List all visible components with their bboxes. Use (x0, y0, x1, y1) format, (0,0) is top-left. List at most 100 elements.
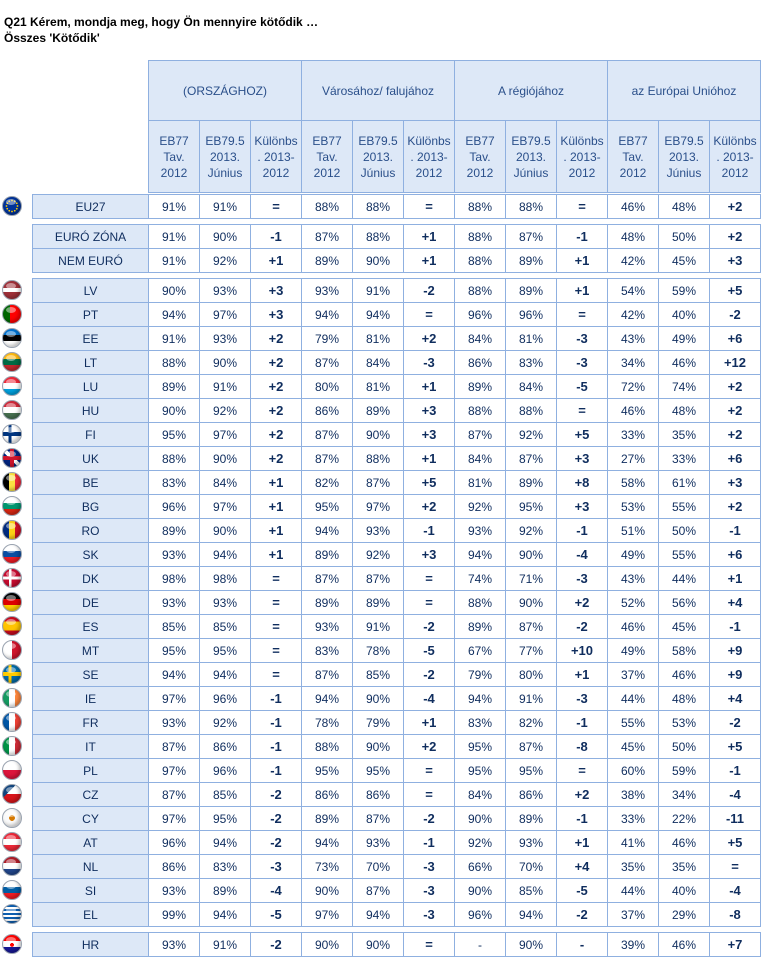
diff-cell: -1 (250, 710, 302, 735)
diff-cell: -2 (403, 806, 455, 831)
value-cell: 90% (454, 878, 506, 903)
value-cell: 88% (454, 398, 506, 423)
value-cell: 86% (148, 854, 200, 879)
value-cell: 87% (148, 782, 200, 807)
value-cell: 87% (505, 446, 557, 471)
value-cell: 93% (148, 710, 200, 735)
diff-cell: -1 (556, 710, 608, 735)
value-cell: 45% (607, 734, 659, 759)
diff-cell: -4 (709, 878, 761, 903)
flag-lt-icon (2, 352, 22, 372)
value-cell: 88% (352, 194, 404, 219)
diff-cell: +2 (250, 350, 302, 375)
value-cell: 59% (658, 278, 710, 303)
diff-cell: -1 (403, 518, 455, 543)
diff-cell: = (403, 566, 455, 591)
diff-cell: -4 (556, 542, 608, 567)
value-cell: 95% (505, 758, 557, 783)
diff-cell: = (403, 758, 455, 783)
diff-cell: +2 (709, 224, 761, 249)
diff-cell: -2 (403, 278, 455, 303)
value-cell: 44% (658, 566, 710, 591)
row-label: IE (32, 686, 149, 711)
diff-cell: +4 (709, 590, 761, 615)
diff-cell: -3 (556, 686, 608, 711)
title-line-1: Q21 Kérem, mondja meg, hogy Ön mennyire … (4, 15, 319, 29)
diff-cell: -5 (403, 638, 455, 663)
value-cell: 87% (454, 422, 506, 447)
value-cell: 81% (454, 470, 506, 495)
value-cell: 88% (454, 194, 506, 219)
diff-cell: = (250, 590, 302, 615)
value-cell: 87% (352, 566, 404, 591)
value-cell: 96% (454, 902, 506, 927)
subcolumn-header: EB79.5 2013. Június (505, 120, 557, 193)
value-cell: 89% (454, 374, 506, 399)
row-label: LU (32, 374, 149, 399)
value-cell: 55% (607, 710, 659, 735)
value-cell: 71% (505, 566, 557, 591)
row-label: EL (32, 902, 149, 927)
flag-dk-icon (2, 568, 22, 588)
value-cell: 77% (505, 638, 557, 663)
value-cell: 97% (352, 494, 404, 519)
value-cell: 46% (658, 830, 710, 855)
diff-cell: -1 (556, 518, 608, 543)
diff-cell: -2 (250, 782, 302, 807)
subcolumn-header: EB79.5 2013. Június (199, 120, 251, 193)
value-cell: 95% (199, 806, 251, 831)
value-cell: 95% (454, 758, 506, 783)
value-cell: 92% (199, 248, 251, 273)
flag-lu-icon (2, 376, 22, 396)
value-cell: 33% (658, 446, 710, 471)
value-cell: 94% (148, 302, 200, 327)
value-cell: 93% (199, 278, 251, 303)
value-cell: 90% (199, 446, 251, 471)
row-label: NEM EURÓ (32, 248, 149, 273)
value-cell: 90% (199, 350, 251, 375)
value-cell: 50% (658, 518, 710, 543)
diff-cell: +2 (556, 782, 608, 807)
value-cell: 50% (658, 224, 710, 249)
diff-cell: = (250, 566, 302, 591)
value-cell: 92% (454, 494, 506, 519)
diff-cell: +3 (250, 302, 302, 327)
diff-cell: +9 (709, 638, 761, 663)
value-cell: 48% (658, 194, 710, 219)
flag-hr-icon (2, 934, 22, 954)
diff-cell: +1 (250, 542, 302, 567)
diff-cell: = (403, 782, 455, 807)
diff-cell: -1 (403, 830, 455, 855)
value-cell: 87% (301, 350, 353, 375)
value-cell: 94% (199, 662, 251, 687)
value-cell: 83% (301, 638, 353, 663)
diff-cell: -3 (403, 878, 455, 903)
diff-cell: = (556, 398, 608, 423)
value-cell: 38% (607, 782, 659, 807)
row-label: BE (32, 470, 149, 495)
value-cell: 84% (454, 782, 506, 807)
diff-cell: -5 (556, 374, 608, 399)
value-cell: 94% (199, 542, 251, 567)
row-label: EE (32, 326, 149, 351)
value-cell: 97% (199, 422, 251, 447)
row-label: SI (32, 878, 149, 903)
value-cell: 83% (454, 710, 506, 735)
value-cell: 67% (454, 638, 506, 663)
value-cell: 89% (301, 590, 353, 615)
diff-cell: +1 (403, 374, 455, 399)
value-cell: 82% (301, 470, 353, 495)
value-cell: 86% (301, 398, 353, 423)
value-cell: 79% (352, 710, 404, 735)
flag-ro-icon (2, 520, 22, 540)
diff-cell: = (556, 758, 608, 783)
value-cell: 85% (199, 614, 251, 639)
value-cell: 40% (658, 302, 710, 327)
value-cell: 42% (607, 248, 659, 273)
row-label: EURÓ ZÓNA (32, 224, 149, 249)
value-cell: 98% (199, 566, 251, 591)
flag-mt-icon (2, 640, 22, 660)
value-cell: 89% (148, 374, 200, 399)
diff-cell: +2 (709, 494, 761, 519)
value-cell: 45% (658, 614, 710, 639)
